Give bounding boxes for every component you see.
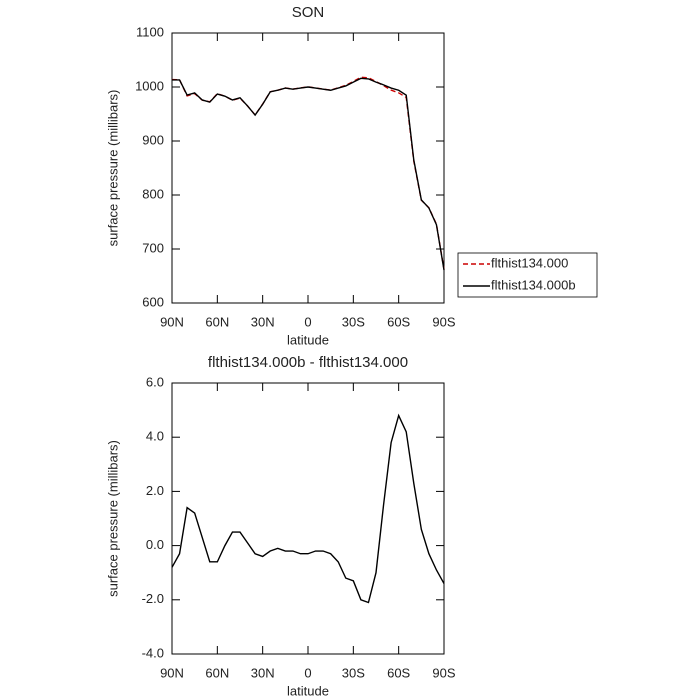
data-line [171, 76, 445, 270]
y-tick-label: 1100 [136, 24, 164, 39]
x-tick-label: 60N [205, 665, 229, 680]
y-tick-label: 0.0 [146, 537, 164, 552]
x-tick-label: 90N [160, 665, 184, 680]
x-tick-label: 30N [251, 314, 275, 329]
plot-frame [171, 32, 445, 304]
x-tick-label: 0 [304, 665, 311, 680]
y-tick-label: 700 [142, 240, 164, 255]
y-tick-label: -2.0 [142, 591, 164, 606]
x-tick-label: 60N [205, 314, 229, 329]
x-tick-label: 90N [160, 314, 184, 329]
y-axis-label: surface pressure (millibars) [105, 440, 120, 597]
y-tick-label: 900 [142, 132, 164, 147]
x-tick-label: 60S [387, 665, 410, 680]
legend-label: flthist134.000 [491, 255, 568, 270]
x-tick-label: 30S [342, 665, 365, 680]
x-tick-label: 30N [251, 665, 275, 680]
x-tick-label: 90S [432, 314, 455, 329]
y-tick-label: 600 [142, 294, 164, 309]
x-tick-label: 30S [342, 314, 365, 329]
y-tick-label: 800 [142, 186, 164, 201]
y-tick-label: 4.0 [146, 429, 164, 444]
chart-title: SON [292, 4, 325, 21]
data-line [171, 413, 445, 604]
x-tick-label: 60S [387, 314, 410, 329]
y-tick-label: 2.0 [146, 483, 164, 498]
x-axis-label: latitude [287, 683, 329, 698]
x-tick-label: 90S [432, 665, 455, 680]
data-line [172, 77, 445, 271]
y-tick-label: 1000 [135, 78, 164, 93]
y-tick-label: -4.0 [142, 645, 164, 660]
x-axis-label: latitude [287, 332, 329, 347]
y-tick-label: 6.0 [146, 374, 164, 389]
legend-box [457, 252, 598, 298]
chart-title: flthist134.000b - flthist134.000 [208, 354, 408, 371]
legend-label: flthist134.000b [491, 277, 576, 292]
x-tick-label: 0 [304, 314, 311, 329]
y-axis-label: surface pressure (millibars) [105, 90, 120, 247]
